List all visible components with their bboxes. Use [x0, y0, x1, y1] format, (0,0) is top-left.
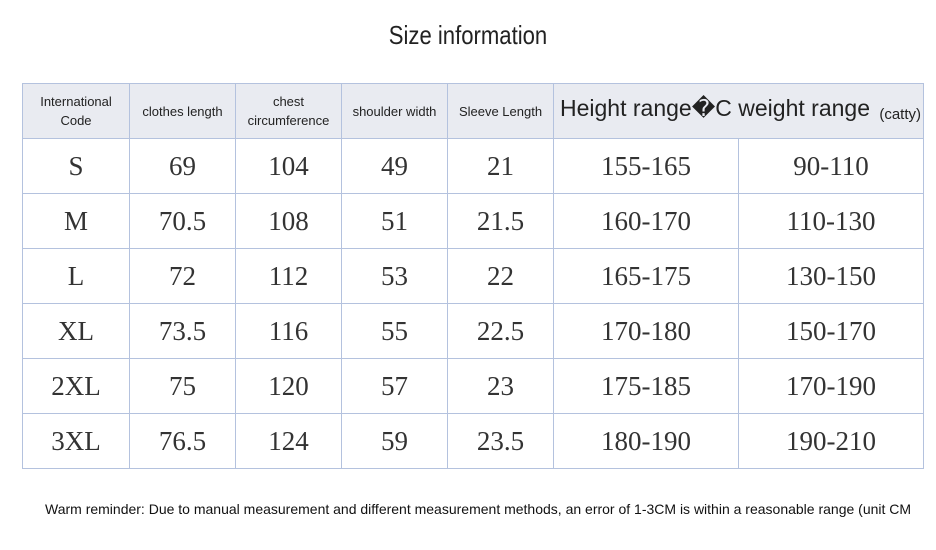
- table-cell: 51: [341, 193, 448, 249]
- table-cell: 23: [447, 358, 554, 414]
- table-cell: 104: [235, 138, 342, 194]
- table-cell: 23.5: [447, 413, 554, 469]
- table-cell: 120: [235, 358, 342, 414]
- header-cell: (catty) Height range�C weight range: [553, 83, 924, 139]
- table-cell: 110-130: [738, 193, 924, 249]
- table-cell: 2XL: [22, 358, 130, 414]
- table-cell: 150-170: [738, 303, 924, 359]
- table-cell: 124: [235, 413, 342, 469]
- table-cell: 180-190: [553, 413, 739, 469]
- table-cell: 55: [341, 303, 448, 359]
- table-cell: 53: [341, 248, 448, 304]
- table-cell: 57: [341, 358, 448, 414]
- table-cell: 116: [235, 303, 342, 359]
- table-cell: 165-175: [553, 248, 739, 304]
- header-text: shoulder width: [352, 103, 437, 119]
- table-cell: 21: [447, 138, 554, 194]
- header-cell: Sleeve Length: [447, 83, 554, 139]
- header-cell: clothes length: [129, 83, 236, 139]
- header-text: chest circumference: [247, 94, 330, 128]
- table-cell: 175-185: [553, 358, 739, 414]
- table-cell: 75: [129, 358, 236, 414]
- size-table: International Code clothes length chest ci…: [22, 83, 924, 469]
- table-cell: L: [22, 248, 130, 304]
- table-cell: 130-150: [738, 248, 924, 304]
- table-cell: 76.5: [129, 413, 236, 469]
- table-cell: 90-110: [738, 138, 924, 194]
- table-body: S 69 104 49 21 155-165 90-110 M 70.5 108 51 21.5 160…: [22, 138, 924, 469]
- table-cell: 69: [129, 138, 236, 194]
- table-cell: XL: [22, 303, 130, 359]
- header-text: Sleeve Length: [458, 103, 543, 119]
- footer-note: Warm reminder: Due to manual measurement…: [45, 501, 912, 517]
- table-row: XL 73.5 116 55 22.5 170-180 150-170: [22, 303, 924, 359]
- table-cell: 3XL: [22, 413, 130, 469]
- title: Size information: [388, 20, 548, 50]
- table-cell: 22: [447, 248, 554, 304]
- header-row: International Code clothes length chest ci…: [22, 83, 924, 139]
- table-cell: M: [22, 193, 130, 249]
- table-cell: 108: [235, 193, 342, 249]
- table-cell: 21.5: [447, 193, 554, 249]
- table-cell: 49: [341, 138, 448, 194]
- table-cell: 170-190: [738, 358, 924, 414]
- table-cell: 73.5: [129, 303, 236, 359]
- header-text: International Code: [40, 94, 112, 128]
- unit-label: (catty): [879, 105, 921, 123]
- table-cell: 170-180: [553, 303, 739, 359]
- table-cell: 155-165: [553, 138, 739, 194]
- header-cell: International Code: [22, 83, 130, 139]
- table-cell: 59: [341, 413, 448, 469]
- table-cell: 72: [129, 248, 236, 304]
- table-cell: 70.5: [129, 193, 236, 249]
- table-cell: 112: [235, 248, 342, 304]
- table-row: M 70.5 108 51 21.5 160-170 110-130: [22, 193, 924, 249]
- header-text: Height range�C weight range: [560, 94, 870, 121]
- header-cell: shoulder width: [341, 83, 448, 139]
- table-cell: 190-210: [738, 413, 924, 469]
- table-row: 3XL 76.5 124 59 23.5 180-190 190-210: [22, 413, 924, 469]
- table-cell: S: [22, 138, 130, 194]
- header-cell: chest circumference: [235, 83, 342, 139]
- table-row: S 69 104 49 21 155-165 90-110: [22, 138, 924, 194]
- table-cell: 22.5: [447, 303, 554, 359]
- table-row: 2XL 75 120 57 23 175-185 170-190: [22, 358, 924, 414]
- table-cell: 160-170: [553, 193, 739, 249]
- header-text: clothes length: [142, 103, 223, 119]
- table-row: L 72 112 53 22 165-175 130-150: [22, 248, 924, 304]
